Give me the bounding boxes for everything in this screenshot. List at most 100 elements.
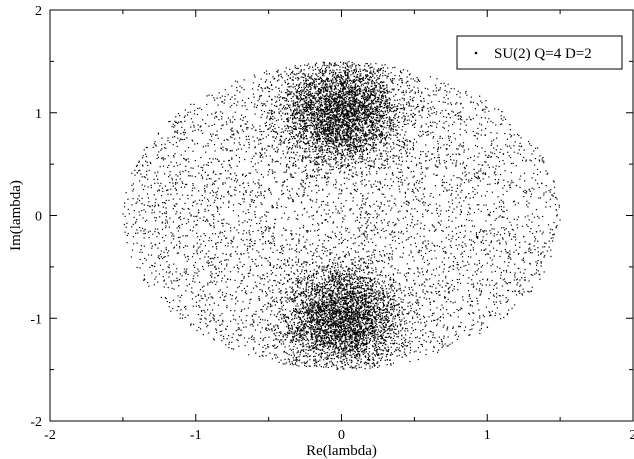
scatter-point [426, 155, 428, 157]
scatter-point [489, 214, 491, 217]
scatter-point [244, 175, 246, 178]
scatter-point [402, 106, 405, 108]
scatter-point [253, 200, 256, 202]
scatter-point [208, 332, 210, 334]
scatter-point [444, 162, 446, 164]
scatter-point [384, 359, 386, 361]
scatter-point [491, 279, 493, 282]
scatter-point [432, 336, 434, 339]
scatter-point [193, 103, 195, 105]
scatter-point [288, 354, 290, 356]
scatter-point [172, 136, 174, 138]
scatter-point [432, 153, 434, 155]
scatter-point [191, 298, 194, 300]
scatter-point [457, 115, 459, 117]
scatter-point [303, 361, 305, 363]
scatter-point [456, 338, 458, 340]
scatter-point [207, 297, 210, 299]
scatter-point [428, 159, 431, 161]
scatter-point [300, 308, 302, 310]
scatter-point [300, 291, 302, 293]
scatter-point [298, 240, 300, 242]
scatter-point [445, 109, 447, 111]
scatter-point [456, 206, 458, 208]
scatter-point [360, 81, 362, 83]
scatter-point [371, 186, 373, 188]
scatter-point [210, 264, 212, 266]
scatter-point [190, 323, 192, 325]
scatter-point [245, 123, 247, 125]
scatter-point [213, 123, 216, 125]
scatter-point [267, 281, 269, 283]
scatter-point [186, 268, 188, 270]
scatter-point [157, 171, 159, 173]
scatter-point [400, 330, 402, 332]
scatter-point [161, 144, 163, 146]
scatter-point [270, 323, 272, 325]
scatter-point [378, 282, 380, 284]
scatter-point [283, 212, 285, 214]
scatter-point [295, 305, 297, 307]
scatter-point [452, 302, 454, 304]
scatter-point [256, 250, 258, 252]
scatter-point [181, 317, 183, 319]
scatter-point [197, 209, 200, 211]
scatter-point [412, 215, 414, 217]
scatter-point [410, 244, 412, 246]
scatter-point [239, 137, 241, 139]
scatter-point [192, 246, 195, 248]
scatter-point [205, 151, 207, 153]
scatter-point [308, 365, 310, 367]
scatter-point [342, 85, 344, 87]
scatter-point [451, 279, 454, 282]
scatter-point [162, 206, 164, 208]
scatter-point [158, 273, 161, 275]
scatter-point [496, 249, 498, 251]
scatter-point [278, 108, 280, 110]
scatter-point [175, 271, 177, 273]
scatter-point [199, 318, 201, 320]
scatter-point [165, 216, 168, 218]
scatter-point [376, 120, 378, 122]
scatter-point [343, 205, 345, 207]
scatter-point [155, 220, 157, 222]
scatter-point [178, 217, 180, 219]
scatter-point [330, 63, 332, 65]
scatter-point [410, 252, 412, 254]
scatter-point [367, 224, 369, 227]
scatter-point [172, 207, 174, 210]
scatter-point [405, 338, 407, 340]
scatter-point [200, 310, 203, 312]
scatter-point [455, 233, 458, 235]
scatter-point [362, 125, 364, 127]
scatter-point [413, 124, 415, 126]
scatter-point [483, 231, 485, 233]
scatter-point [300, 249, 302, 251]
scatter-point [184, 202, 186, 204]
scatter-point [248, 172, 250, 174]
scatter-point [235, 319, 237, 321]
scatter-point [220, 128, 222, 130]
scatter-point [411, 208, 413, 210]
scatter-point [424, 131, 427, 134]
scatter-point [165, 271, 168, 273]
scatter-point [323, 63, 325, 65]
scatter-point [191, 189, 193, 192]
scatter-point [476, 177, 478, 179]
scatter-point [305, 82, 308, 85]
scatter-point [275, 357, 277, 359]
scatter-point [469, 118, 472, 120]
scatter-point [379, 74, 382, 76]
scatter-point [464, 171, 466, 173]
scatter-point [410, 333, 412, 335]
scatter-point [383, 230, 385, 233]
scatter-point [247, 307, 249, 309]
scatter-point [367, 219, 369, 221]
scatter-point [175, 121, 178, 123]
scatter-point [321, 87, 324, 89]
scatter-point [470, 179, 472, 182]
scatter-point [437, 143, 439, 145]
scatter-point [242, 174, 244, 176]
scatter-point [367, 288, 369, 291]
scatter-point [425, 252, 427, 255]
